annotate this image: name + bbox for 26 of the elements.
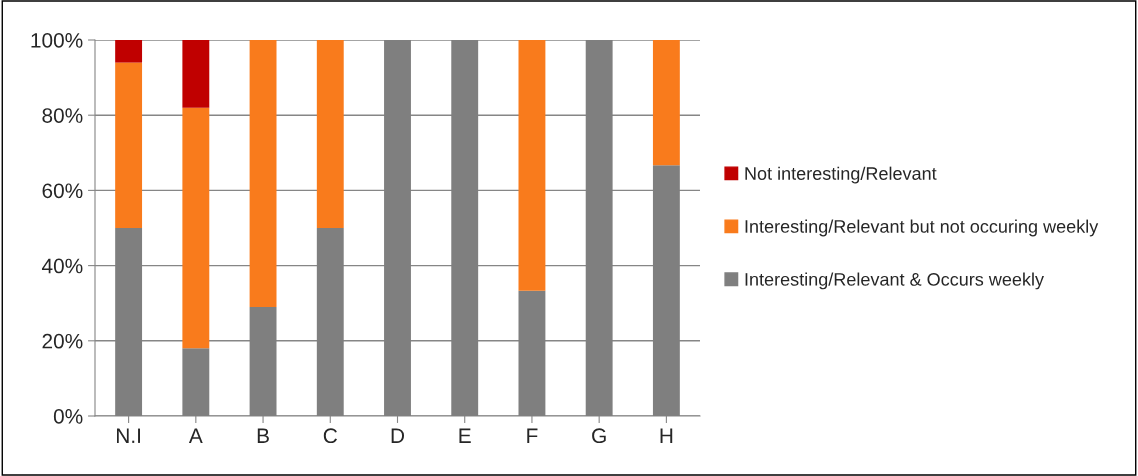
y-tick-label: 20%: [42, 333, 83, 349]
y-tick-label: 100%: [31, 33, 83, 48]
bar: [115, 40, 143, 63]
bar: [182, 40, 210, 108]
bar: [182, 107, 210, 349]
y-tick-label: 0%: [53, 409, 83, 424]
x-tick-label: C: [323, 428, 338, 444]
bar: [115, 62, 143, 228]
bar: [316, 40, 344, 228]
x-tick-label: F: [527, 428, 538, 443]
y-tick-label: 40%: [41, 258, 83, 274]
bar: [652, 40, 680, 166]
x-tick-label: N.I: [117, 428, 140, 443]
x-tick-label: E: [459, 428, 471, 443]
bar: [518, 40, 546, 291]
x-tick-label: G: [592, 428, 606, 444]
y-tick-label: 80%: [42, 108, 83, 123]
legend-label: Interesting/Relevant & Occurs weekly: [745, 272, 1044, 290]
y-tick-label: 60%: [42, 183, 83, 199]
x-tick-label: D: [391, 428, 405, 443]
x-tick-label: B: [257, 428, 269, 443]
legend-label: Interesting/Relevant but not occuring weekly: [745, 219, 1099, 237]
legend-label: Not interesting/Relevant: [745, 166, 937, 184]
bar: [249, 40, 277, 307]
x-tick-label: H: [660, 428, 673, 443]
x-tick-label: A: [188, 428, 203, 443]
